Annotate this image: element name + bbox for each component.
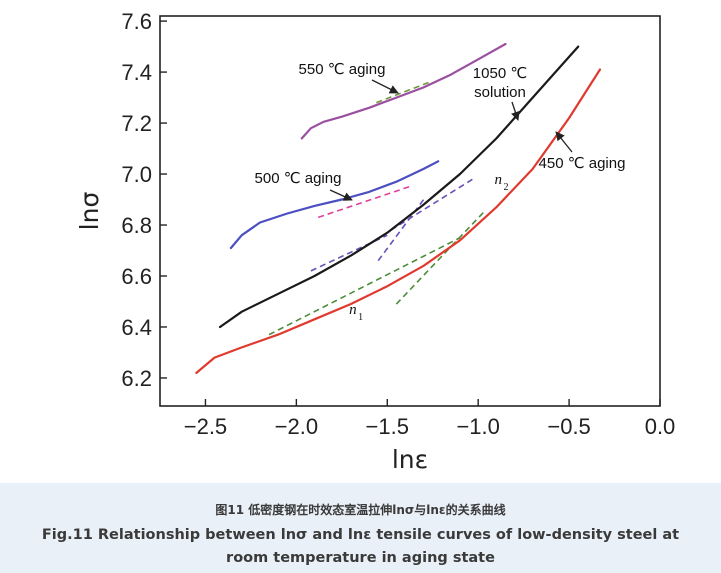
fit-line-1 xyxy=(317,186,410,219)
annotation-label-1: 500 ℃ aging xyxy=(255,170,342,187)
annotation-label-0: 550 ℃ aging xyxy=(299,61,386,78)
y-tick-label: 7.4 xyxy=(121,60,152,85)
y-tick-label: 7.2 xyxy=(121,111,152,136)
series-curve-2 xyxy=(218,45,580,329)
x-tick-label: −2.5 xyxy=(184,414,227,439)
point-label-sub-1: 1 xyxy=(358,312,363,323)
point-label-n2: n xyxy=(495,172,503,188)
fit-line-5 xyxy=(268,237,461,336)
caption-panel: 图11 低密度钢在时效态室温拉伸lnσ与lnε的关系曲线 Fig.11 Rela… xyxy=(0,483,721,573)
series-curve-0 xyxy=(300,42,507,140)
y-tick-label: 6.6 xyxy=(121,264,152,289)
point-label-sub-2: 2 xyxy=(504,182,509,193)
y-tick-label: 6.4 xyxy=(121,315,152,340)
x-tick-label: −1.5 xyxy=(366,414,409,439)
x-axis-title: lnε xyxy=(392,445,428,474)
caption-chinese: 图11 低密度钢在时效态室温拉伸lnσ与lnε的关系曲线 xyxy=(215,503,506,517)
x-tick-label: −2.0 xyxy=(275,414,318,439)
annotation-label-4: 450 ℃ aging xyxy=(539,155,626,172)
y-tick-label: 7.0 xyxy=(121,162,152,187)
x-tick-label: 0.0 xyxy=(645,414,676,439)
y-tick-label: 6.8 xyxy=(121,213,152,238)
y-axis-title: lnσ xyxy=(75,192,104,231)
y-tick-label: 6.2 xyxy=(121,366,152,391)
figure-panel: −2.5 −2.0 −1.5 −1.0 −0.5 0.0 6.2 6.4 6.6 6.8 7.0 7.… xyxy=(75,9,676,474)
caption-english: Fig.11 Relationship between lnσ and lnε … xyxy=(41,527,680,566)
series-curve-1 xyxy=(229,160,440,250)
x-tick-label: −0.5 xyxy=(547,414,590,439)
y-tick-label: 7.6 xyxy=(121,9,152,34)
x-tick-label: −1.0 xyxy=(456,414,499,439)
fit-line-0 xyxy=(376,81,430,104)
plot-frame xyxy=(159,15,661,407)
annotation-arrow-0 xyxy=(371,79,399,94)
point-label-n1: n xyxy=(349,302,357,318)
annotation-label-3: solution xyxy=(474,84,526,101)
annotation-arrow-4 xyxy=(555,131,573,153)
annotation-arrow-1 xyxy=(329,189,353,201)
annotation-label-2: 1050 ℃ xyxy=(473,65,527,82)
fit-line-3 xyxy=(390,178,474,231)
fit-line-6 xyxy=(395,211,485,305)
series-curve-3 xyxy=(195,68,602,374)
chart-svg: −2.5 −2.0 −1.5 −1.0 −0.5 0.0 6.2 6.4 6.6 6.8 7.0 7.… xyxy=(75,9,676,474)
annotation-arrow-3 xyxy=(511,101,520,121)
